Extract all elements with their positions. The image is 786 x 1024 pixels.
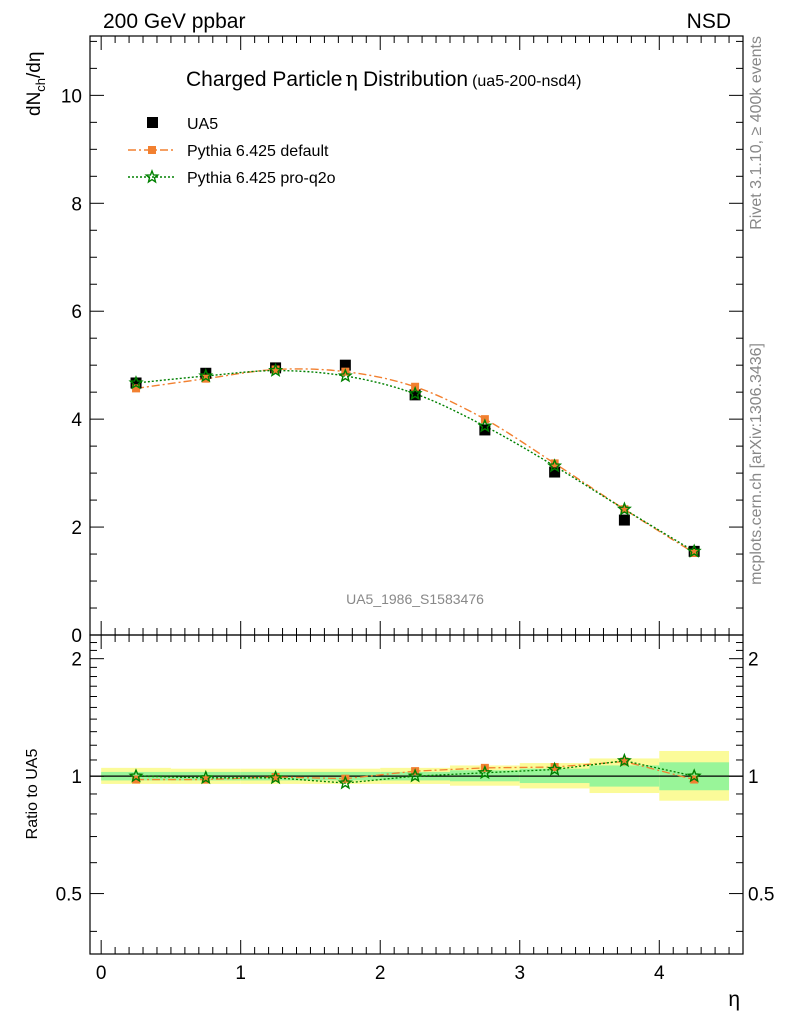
ua5-point (200, 367, 212, 379)
main-y-axis-label: dNch/dη (24, 52, 48, 116)
ratio-y-tick-label-left: 2 (71, 650, 82, 671)
ratio-y-tick-label-left: 1 (71, 767, 82, 788)
header-left: 200 GeV ppbar (103, 10, 245, 33)
ratio-proq2o-point (198, 769, 214, 785)
watermark: UA5_1986_S1583476 (346, 591, 484, 607)
proq2o-point (616, 501, 632, 516)
ratio-proq2o-point (407, 768, 423, 783)
default-point (132, 384, 141, 393)
proq2o-point (337, 368, 353, 383)
main-panel: 0 2 4 6 8 10 Charged Particle η Distribution (ua… (24, 35, 744, 647)
ratio-y-tick-label-right: 2 (748, 650, 759, 671)
proq2o-point (198, 368, 214, 383)
ua5-point (549, 466, 561, 478)
main-y-label-sub: ch (33, 78, 48, 92)
main-y-label-main: dN (24, 92, 45, 116)
x-tick-label: 4 (654, 963, 665, 984)
default-point (271, 365, 280, 374)
ratio-default-point (271, 772, 280, 781)
side-label-bottom: mcplots.cern.ch [arXiv:1306.3436] (748, 343, 765, 585)
ratio-proq2o-point (477, 764, 493, 780)
proq2o-point (268, 362, 284, 377)
chart-title: Charged Particle η Distribution (ua5-200-ns… (186, 67, 581, 91)
legend-default-label: Pythia 6.425 default (187, 143, 329, 160)
main-y-label-tail: /dη (24, 52, 45, 78)
main-y-tick-label: 6 (71, 302, 82, 323)
legend-default-marker (148, 146, 156, 154)
ratio-proq2o-point (616, 752, 632, 768)
x-tick-label: 1 (235, 963, 246, 984)
series-proq2o-line (135, 369, 695, 552)
default-point (690, 548, 699, 557)
ratio-panel: 0.5 0.5 1 1 2 2 0 1 2 3 4 Ratio to UA5 η (24, 634, 775, 1011)
series-default-line (135, 368, 695, 554)
ratio-default-point (201, 775, 210, 784)
ratio-y-axis-label: Ratio to UA5 (24, 749, 41, 840)
proq2o-point (477, 418, 493, 433)
chart-title-main: Charged Particle (186, 68, 342, 91)
ratio-default-point (550, 763, 559, 772)
proq2o-point (407, 385, 423, 401)
proq2o-point (547, 458, 563, 473)
ratio-proq2o-point (268, 769, 284, 785)
x-tick-label: 3 (514, 963, 525, 984)
x-tick-labels: 0 1 2 3 4 (96, 963, 665, 984)
legend-ua5-label: UA5 (187, 116, 218, 133)
header-right: NSD (687, 10, 731, 33)
header: 200 GeV ppbar NSD (103, 10, 731, 33)
ratio-y-tick-label-right: 1 (748, 767, 759, 788)
ratio-default-point (620, 757, 629, 766)
legend-proq2o-label: Pythia 6.425 pro-q2o (187, 170, 336, 187)
ratio-ticks (90, 635, 743, 954)
ua5-point (479, 424, 491, 436)
ratio-proq2o-point (686, 768, 702, 783)
ratio-y-tick-labels: 0.5 0.5 1 1 2 2 (56, 650, 775, 906)
ua5-point (618, 514, 630, 526)
ua5-point (130, 377, 142, 389)
main-y-tick-label: 4 (71, 410, 82, 431)
ratio-y-tick-label-left: 0.5 (56, 885, 82, 906)
main-y-tick-label: 2 (71, 518, 82, 539)
proq2o-point (686, 543, 702, 558)
legend-ua5-marker (147, 117, 158, 128)
ratio-proq2o-point (337, 775, 353, 790)
proq2o-point (128, 375, 144, 390)
main-marks (128, 359, 702, 558)
default-point (620, 505, 629, 514)
ratio-y-tick-label-right: 0.5 (748, 885, 774, 906)
x-tick-label: 2 (375, 963, 386, 984)
x-axis-label: η (728, 988, 740, 1011)
main-ticks (90, 36, 743, 636)
ratio-proq2o-point (128, 768, 144, 783)
x-tick-label: 0 (96, 963, 107, 984)
main-y-tick-label: 10 (61, 86, 82, 107)
chart-title-symbol: η (345, 67, 358, 91)
legend: UA5 Pythia 6.425 default Pythia 6.425 pr… (128, 116, 336, 187)
ua5-point (409, 389, 421, 401)
ratio-marks (128, 752, 702, 790)
ratio-proq2o-point (547, 761, 563, 776)
ratio-frame (89, 634, 744, 955)
ratio-proq2o-line (136, 760, 695, 784)
legend-proq2o-marker (144, 169, 160, 184)
chart-subtitle: (ua5-200-nsd4) (472, 73, 581, 90)
default-point (550, 459, 559, 468)
main-y-tick-label: 0 (71, 626, 82, 647)
ua5-point (339, 359, 351, 371)
main-y-tick-labels: 0 2 4 6 8 10 (61, 86, 83, 647)
main-y-tick-label: 8 (71, 194, 82, 215)
chart-title-rest: Distribution (363, 68, 468, 91)
side-label-top: Rivet 3.1.10, ≥ 400k events (748, 36, 765, 230)
